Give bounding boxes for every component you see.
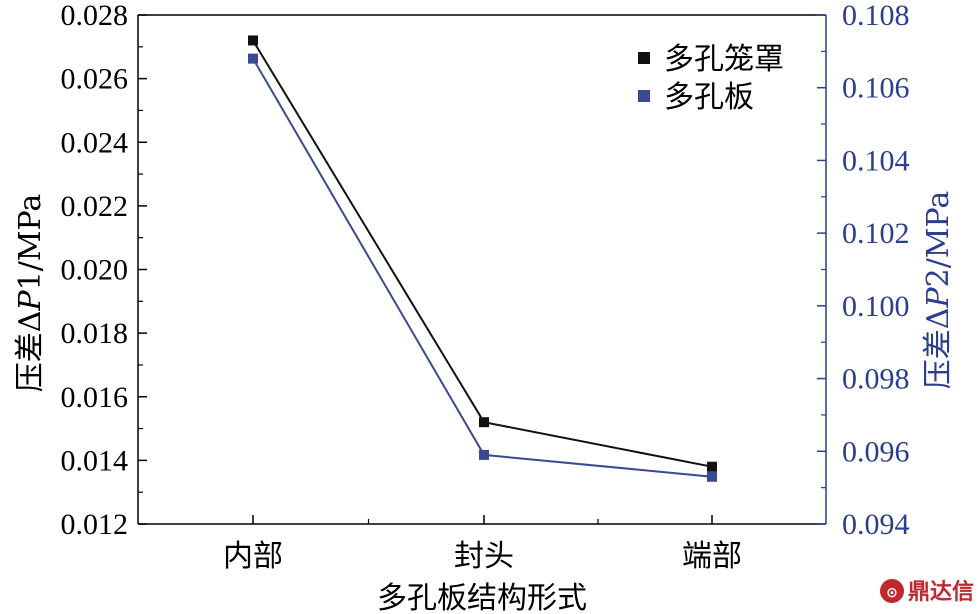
axes: 0.012 0.014 0.016 0.018 0.020 0.022 0.024 0.026…	[61, 0, 910, 574]
series-line-0	[252, 39, 713, 468]
y-left-tick-label: 0.012	[61, 508, 129, 541]
x-axis-title: 多孔板结构形式	[377, 581, 587, 614]
y-left-tick-label: 0.028	[61, 0, 129, 32]
y-right-tick-label: 0.100	[842, 290, 910, 323]
watermark-text: 鼎达信	[908, 579, 974, 605]
y-right-axis-title: 压差ΔP2/MPa	[921, 191, 956, 390]
y-left-tick-label: 0.016	[61, 381, 129, 414]
series-line-1	[252, 58, 713, 478]
y-left-tick-label: 0.024	[61, 126, 129, 159]
y-left-tick-label: 0.026	[61, 63, 129, 96]
x-tick-label: 内部	[223, 539, 283, 574]
data-point-0	[479, 417, 489, 428]
legend-label-0: 多孔笼罩	[664, 42, 784, 77]
y-left-tick-label: 0.018	[61, 317, 129, 350]
y-right-tick-label: 0.108	[842, 0, 910, 32]
y-right-tick-label: 0.098	[842, 363, 910, 396]
y-right-title-prefix: 压差Δ	[921, 308, 956, 390]
data-point-0	[707, 461, 717, 472]
y-left-title-var: P	[13, 290, 48, 312]
data-point-1	[479, 449, 489, 460]
y-left-title-suffix: 1/MPa	[13, 194, 48, 291]
watermark-logo-glyph: ⊙	[886, 585, 898, 601]
legend-marker-1	[638, 90, 650, 102]
marks	[248, 35, 717, 482]
x-tick-label: 端部	[682, 539, 742, 574]
y-left-tick-label: 0.022	[61, 190, 129, 223]
legend-marker-0	[638, 52, 650, 64]
legend-label-1: 多孔板	[664, 80, 754, 115]
y-right-tick-label: 0.094	[842, 508, 910, 541]
y-right-tick-label: 0.096	[842, 435, 910, 468]
y-left-tick-label: 0.020	[61, 254, 129, 287]
data-point-0	[248, 35, 258, 46]
y-left-axis-title: 压差ΔP1/MPa	[13, 194, 48, 393]
data-point-1	[707, 471, 717, 482]
y-left-tick-label: 0.014	[61, 444, 129, 477]
y-left-title-prefix: 压差Δ	[13, 311, 48, 393]
x-tick-label: 封头	[454, 539, 514, 574]
watermark: ⊙ 鼎达信	[880, 579, 974, 605]
y-right-title-var: P	[921, 287, 956, 309]
data-point-1	[248, 53, 258, 64]
y-right-tick-label: 0.102	[842, 217, 910, 250]
y-right-tick-label: 0.104	[842, 144, 910, 177]
watermark-logo-icon	[880, 579, 904, 603]
y-right-tick-label: 0.106	[842, 72, 910, 105]
y-right-title-suffix: 2/MPa	[921, 191, 956, 288]
